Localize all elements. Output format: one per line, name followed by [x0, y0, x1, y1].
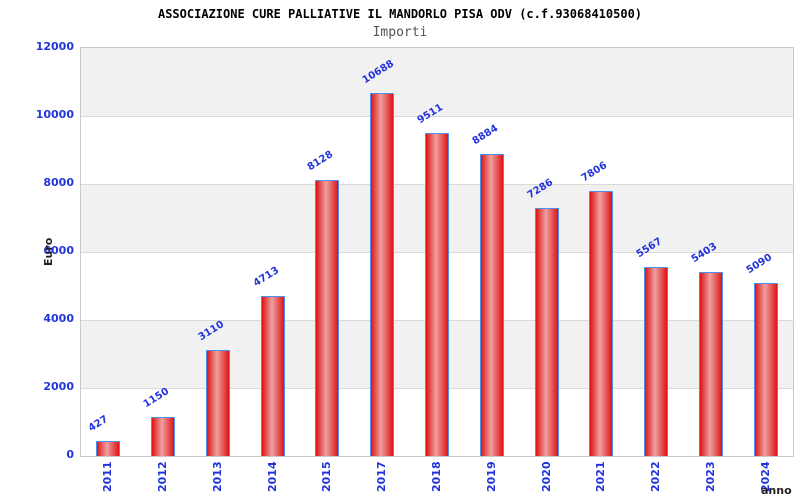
bar-2014	[260, 295, 285, 456]
y-tick-label: 10000	[35, 108, 74, 121]
x-tick-label: 2021	[594, 461, 608, 492]
x-tick-label: 2017	[375, 461, 389, 492]
bar-2022	[644, 266, 669, 456]
bar-2018	[425, 132, 449, 456]
bar-2013	[205, 350, 230, 456]
y-tick-label: 8000	[43, 176, 74, 189]
bar-2020	[534, 208, 559, 456]
plot-area: 427 1150 3110 4713 8128 10688 9511 8884 7286 7806…	[80, 47, 794, 457]
x-tick-label: 2022	[649, 461, 663, 492]
y-tick-label: 6000	[43, 244, 74, 257]
bar-2019	[479, 153, 504, 456]
bar-2024	[753, 282, 778, 456]
chart-title: ASSOCIAZIONE CURE PALLIATIVE IL MANDORLO…	[157, 7, 643, 21]
y-tick-label: 0	[66, 448, 74, 461]
bar-2021	[589, 190, 614, 456]
x-tick-label: 2020	[539, 461, 553, 492]
plot-band	[81, 48, 793, 116]
chart-subtitle: Importi	[372, 25, 428, 40]
x-tick-label: 2012	[156, 461, 170, 492]
x-tick-label: 2014	[265, 461, 279, 492]
x-axis-title: anno	[761, 484, 792, 497]
bar-2017	[370, 92, 395, 456]
y-tick-label: 4000	[43, 312, 74, 325]
bar-2012	[151, 416, 176, 456]
y-tick-label: 2000	[43, 380, 74, 393]
x-tick-label: 2023	[703, 461, 717, 492]
bar-2015	[315, 179, 340, 456]
bar-2011	[96, 441, 121, 456]
x-tick-label: 2015	[320, 461, 334, 492]
x-tick-label: 2018	[430, 461, 443, 492]
gridline	[81, 116, 793, 117]
x-tick-label: 2011	[101, 461, 115, 492]
y-axis-title: Euro	[42, 237, 55, 266]
y-tick-label: 12000	[35, 40, 74, 53]
bar-2023	[698, 272, 723, 456]
x-tick-label: 2013	[210, 461, 224, 492]
x-tick-label: 2019	[484, 461, 498, 492]
